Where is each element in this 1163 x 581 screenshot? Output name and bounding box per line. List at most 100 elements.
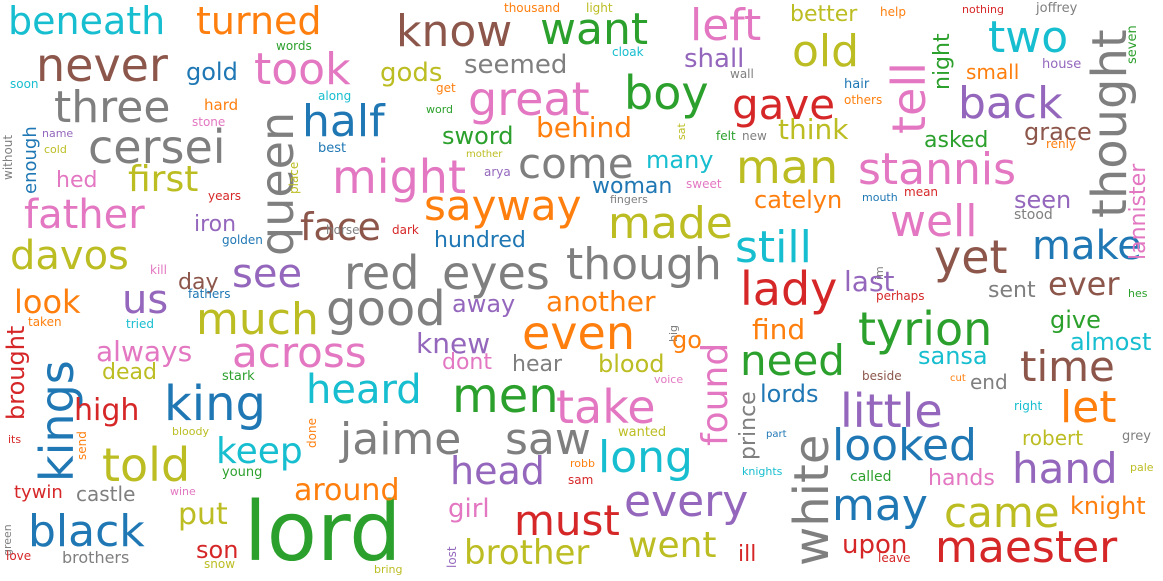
word-time: time: [1020, 342, 1115, 391]
word-see: see: [232, 251, 303, 297]
word-men: men: [452, 368, 559, 424]
word-sat: sat: [675, 123, 688, 140]
word-might: might: [332, 150, 466, 204]
word-night: night: [930, 33, 955, 90]
word-look: look: [14, 283, 81, 321]
word-knight: knight: [1070, 492, 1146, 520]
word-light: light: [586, 1, 613, 15]
word-hard: hard: [204, 96, 239, 114]
word-every: every: [624, 476, 749, 527]
word-maester: maester: [935, 522, 1118, 573]
word-came: came: [944, 488, 1060, 537]
word-upon: upon: [842, 530, 908, 560]
word-dead: dead: [102, 360, 157, 385]
word-eyes: eyes: [442, 246, 550, 300]
word-king: king: [164, 376, 267, 432]
word-voice: voice: [654, 373, 684, 386]
word-gold: gold: [186, 58, 238, 86]
word-young: young: [222, 465, 263, 480]
word-wanted: wanted: [618, 425, 667, 440]
word-white: white: [784, 434, 840, 566]
word-lannister: lannister: [1126, 163, 1151, 260]
word-perhaps: perhaps: [876, 289, 925, 303]
word-away: away: [452, 290, 516, 318]
word-hed: hed: [56, 168, 98, 193]
word-old: old: [792, 26, 860, 77]
word-seemed: seemed: [464, 50, 568, 80]
word-enough: enough: [20, 126, 41, 194]
word-stone: stone: [192, 115, 226, 129]
word-help: help: [880, 5, 906, 19]
word-lost: lost: [445, 546, 459, 568]
word-sword: sword: [442, 122, 514, 150]
word-put: put: [178, 497, 228, 532]
word-right: right: [1014, 399, 1043, 413]
word-even: even: [522, 306, 635, 360]
word-castle: castle: [76, 482, 136, 506]
word-half: half: [302, 96, 385, 147]
word-without: without: [1, 134, 15, 180]
word-tried: tried: [126, 317, 154, 331]
word-lords: lords: [760, 380, 819, 408]
word-found: found: [695, 342, 736, 446]
word-taken: taken: [28, 315, 62, 329]
word-gave: gave: [732, 80, 836, 129]
word-lady: lady: [740, 262, 838, 316]
word-need: need: [740, 336, 845, 385]
word-high: high: [74, 393, 140, 428]
word-across: across: [232, 328, 367, 377]
word-fathers: fathers: [188, 287, 231, 301]
word-much: much: [196, 294, 319, 345]
word-back: back: [958, 78, 1063, 129]
word-looked: looked: [832, 420, 977, 471]
word-last: last: [844, 265, 895, 298]
word-almost: almost: [1070, 328, 1152, 356]
word-must: must: [514, 496, 620, 545]
word-golden: golden: [222, 233, 263, 247]
word-mother: mother: [466, 149, 503, 160]
word-renly: renly: [1046, 137, 1077, 151]
word-sam: sam: [568, 473, 594, 487]
word-behind: behind: [536, 111, 633, 144]
word-seen: seen: [1014, 186, 1072, 214]
word-joffrey: joffrey: [1036, 1, 1078, 16]
word-knights: knights: [742, 465, 783, 478]
word-tyrion: tyrion: [858, 302, 993, 356]
word-part: part: [766, 429, 787, 440]
word-give: give: [1050, 306, 1101, 334]
word-leave: leave: [878, 551, 911, 565]
word-shall: shall: [684, 44, 745, 74]
word-father: father: [24, 192, 145, 238]
word-sansa: sansa: [918, 342, 988, 370]
word-soon: soon: [10, 77, 39, 91]
word-told: told: [102, 438, 191, 492]
word-cut: cut: [950, 373, 966, 384]
word-find: find: [752, 313, 806, 346]
word-go: go: [672, 326, 702, 354]
word-better: better: [790, 2, 858, 27]
word-prince: prince: [736, 391, 761, 460]
word-robert: robert: [1022, 426, 1084, 450]
word-words: words: [276, 39, 312, 53]
word-called: called: [850, 469, 892, 485]
word-small: small: [966, 60, 1020, 84]
word-asked: asked: [924, 128, 989, 153]
word-snow: snow: [204, 557, 236, 571]
word-first: first: [128, 159, 199, 200]
word-went: went: [628, 525, 717, 566]
word-grey: grey: [1122, 429, 1152, 444]
word-think: think: [778, 113, 849, 146]
word-cold: cold: [44, 143, 67, 156]
word-horse: horse: [326, 223, 360, 237]
word-grace: grace: [1024, 118, 1092, 146]
word-felt: felt: [716, 129, 736, 143]
word-son: son: [196, 536, 239, 564]
word-hair: hair: [844, 77, 870, 92]
word-three: three: [54, 82, 171, 133]
word-around: around: [294, 473, 400, 508]
word-want: want: [540, 4, 649, 55]
word-done: done: [305, 418, 319, 448]
word-years: years: [208, 189, 242, 203]
word-cersei: cersei: [88, 120, 226, 174]
